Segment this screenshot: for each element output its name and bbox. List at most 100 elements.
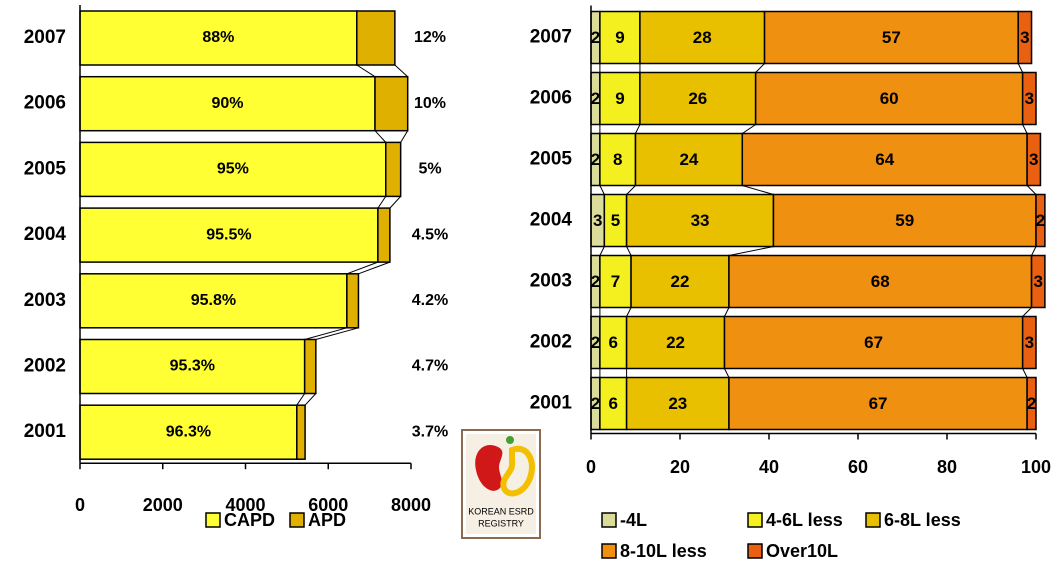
logo-text: KOREAN ESRD <box>468 506 534 516</box>
legend-swatch <box>205 512 221 528</box>
series-line <box>389 196 402 209</box>
x-tick-label: 4000 <box>225 495 265 515</box>
value-label: 68 <box>871 272 890 291</box>
value-label: 2 <box>1027 394 1036 413</box>
y-tick-label: 2005 <box>530 149 573 170</box>
bar-segment <box>1021 71 1037 126</box>
y-tick-label: 2007 <box>530 27 572 48</box>
value-label: 5 <box>611 211 620 230</box>
series-line <box>304 393 317 406</box>
y-tick-label: 2001 <box>24 421 67 442</box>
value-label: 2 <box>591 28 600 47</box>
value-label: 3 <box>1025 333 1034 352</box>
y-tick-label: 2003 <box>530 271 572 292</box>
bar-segment <box>599 10 641 65</box>
bar-segment <box>639 10 766 65</box>
x-tick-label: 8000 <box>391 495 431 515</box>
x-tick-label: 2000 <box>143 495 183 515</box>
y-tick-label: 2006 <box>24 93 66 114</box>
bar-segment <box>385 141 402 198</box>
bar-segment <box>1021 315 1037 370</box>
value-label: 23 <box>668 394 687 413</box>
bar-segment <box>625 315 726 370</box>
bar-segment <box>599 376 628 431</box>
value-label: 22 <box>671 272 690 291</box>
bar-segment <box>1030 254 1046 309</box>
value-label: 2 <box>591 272 600 291</box>
percent-label: 4.2% <box>412 292 448 309</box>
y-tick-label: 2003 <box>24 290 66 311</box>
value-label: 57 <box>882 28 901 47</box>
bar-segment <box>599 315 628 370</box>
bar-segment <box>377 207 391 263</box>
bar-segment <box>79 404 298 460</box>
series-line <box>304 327 348 340</box>
y-tick-label: 2006 <box>530 88 572 109</box>
series-line <box>296 393 306 406</box>
x-tick-label: 100 <box>1021 457 1051 477</box>
bar-segment <box>1017 10 1033 65</box>
value-label: 64 <box>875 150 894 169</box>
value-label: 2 <box>591 89 600 108</box>
series-line <box>755 63 765 73</box>
legend-label: 4-6L less <box>766 510 843 530</box>
logo-text: REGISTRY <box>478 518 524 528</box>
percent-label: 90% <box>211 95 243 112</box>
legend-swatch <box>289 512 305 528</box>
y-tick-label: 2004 <box>24 224 67 245</box>
x-tick-label: 40 <box>759 457 779 477</box>
legend-label: Over10L <box>766 541 838 561</box>
value-label: 9 <box>615 28 624 47</box>
legend-label: 6-8L less <box>884 510 961 530</box>
bar-segment <box>599 254 632 309</box>
bar-segment <box>625 376 730 431</box>
bar-segment <box>346 273 360 329</box>
bar-segment <box>296 404 306 460</box>
value-label: 26 <box>688 89 707 108</box>
value-label: 28 <box>693 28 712 47</box>
bar-segment <box>763 10 1019 65</box>
y-tick-label: 2002 <box>24 356 66 377</box>
series-line <box>626 246 632 256</box>
series-line <box>1022 368 1028 378</box>
value-label: 9 <box>615 89 624 108</box>
x-tick-label: 20 <box>670 457 690 477</box>
bar-segment <box>374 75 409 132</box>
series-line <box>626 185 636 195</box>
bar-segment <box>1026 132 1042 187</box>
percent-label: 3.7% <box>412 423 448 440</box>
percent-label: 4.5% <box>412 226 448 243</box>
bar-segment <box>625 193 775 248</box>
bar-segment <box>1026 376 1037 431</box>
value-label: 2 <box>591 394 600 413</box>
series-line <box>728 246 774 256</box>
logo-leaf <box>506 436 514 444</box>
value-label: 2 <box>591 333 600 352</box>
bar-segment <box>1035 193 1046 248</box>
value-label: 24 <box>679 150 698 169</box>
value-label: 33 <box>691 211 710 230</box>
series-line <box>377 196 387 209</box>
logo-kidney-red <box>475 444 503 491</box>
y-tick-label: 2007 <box>24 27 66 48</box>
series-line <box>1026 185 1037 195</box>
logo-kidney-yellow <box>500 445 535 497</box>
value-label: 67 <box>869 394 888 413</box>
series-line <box>724 307 730 317</box>
logo: KOREAN ESRD REGISTRY <box>461 429 541 539</box>
y-tick-label: 2002 <box>530 332 572 353</box>
value-label: 3 <box>1033 272 1042 291</box>
series-line <box>1022 124 1028 134</box>
bar-segment <box>634 132 744 187</box>
legend-label: 8-10L less <box>620 541 707 561</box>
series-line <box>635 124 641 134</box>
value-label: 59 <box>895 211 914 230</box>
percent-label: 10% <box>414 95 446 112</box>
x-tick-label: 60 <box>848 457 868 477</box>
y-tick-label: 2005 <box>24 158 67 179</box>
series-line <box>599 246 605 256</box>
legend-label: -4L <box>620 510 647 530</box>
value-label: 67 <box>864 333 883 352</box>
legend-swatch <box>747 512 763 528</box>
